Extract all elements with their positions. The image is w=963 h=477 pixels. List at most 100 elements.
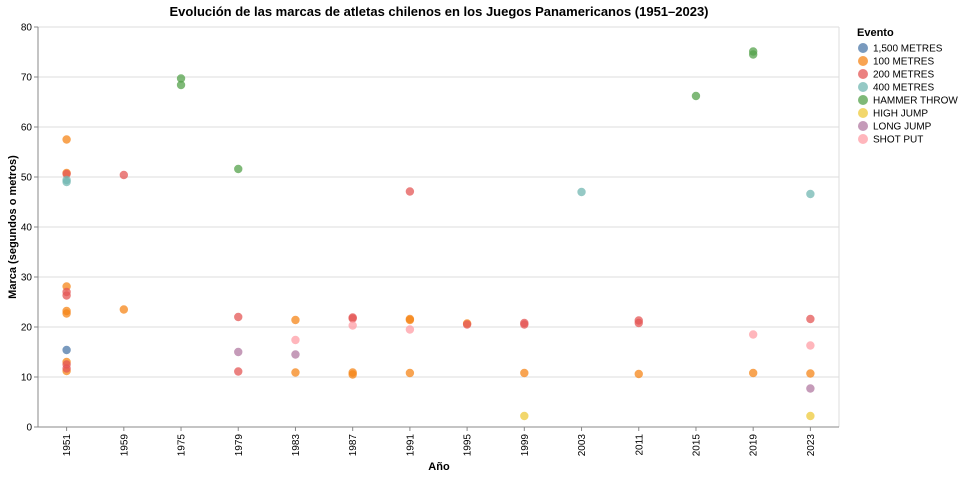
- data-point: [748, 330, 758, 339]
- chart-title: Evolución de las marcas de atletas chile…: [169, 4, 708, 19]
- x-tick-label: 2023: [806, 434, 817, 457]
- data-point: [462, 320, 472, 329]
- x-tick-label: 1983: [291, 434, 302, 457]
- y-axis-title: Marca (segundos o metros): [7, 155, 19, 299]
- series-long-jump: [234, 347, 815, 393]
- x-tick-label: 1975: [177, 434, 188, 457]
- x-tick-label: 1995: [463, 434, 474, 457]
- data-point: [405, 187, 415, 196]
- data-point: [405, 325, 415, 334]
- data-point: [634, 369, 643, 379]
- y-tick-label: 40: [21, 223, 33, 234]
- data-point: [405, 368, 415, 378]
- legend-swatch: [858, 121, 868, 131]
- x-tick-label: 2015: [691, 434, 702, 457]
- data-point: [634, 318, 643, 328]
- data-point: [806, 384, 815, 393]
- data-point: [234, 164, 243, 174]
- x-tick-label: 1959: [119, 434, 130, 457]
- data-point: [748, 368, 758, 378]
- legend-swatch: [858, 108, 868, 118]
- y-tick-label: 20: [21, 323, 33, 334]
- legend-swatch: [858, 95, 868, 105]
- data-point: [348, 321, 357, 330]
- legend-label: 400 METRES: [873, 83, 934, 94]
- legend-item: LONG JUMP: [858, 121, 932, 133]
- data-point: [291, 315, 300, 325]
- data-points: [62, 47, 815, 421]
- x-tick-label: 1979: [234, 434, 245, 457]
- series-400-metres: [62, 175, 815, 199]
- data-point: [806, 341, 815, 350]
- data-point: [234, 312, 243, 322]
- data-point: [520, 368, 529, 378]
- x-tick-label: 2011: [634, 434, 645, 456]
- series-high-jump: [520, 411, 815, 421]
- legend-item: HIGH JUMP: [858, 108, 928, 120]
- legend-label: 100 METRES: [873, 57, 934, 68]
- data-point: [748, 50, 758, 59]
- series-hammer-throw: [176, 47, 758, 174]
- legend-title: Evento: [857, 27, 894, 39]
- x-tick-label: 1991: [405, 434, 416, 457]
- y-tick-label: 0: [26, 423, 32, 434]
- y-tick-label: 30: [21, 273, 33, 284]
- x-tick-label: 1951: [62, 434, 73, 457]
- data-point: [520, 411, 529, 421]
- data-point: [348, 314, 357, 323]
- data-point: [234, 347, 243, 357]
- legend-label: LONG JUMP: [873, 122, 932, 133]
- data-point: [520, 320, 529, 329]
- y-tick-label: 60: [21, 123, 33, 134]
- legend-label: 1,500 METRES: [873, 44, 943, 55]
- legend-item: 400 METRES: [858, 82, 934, 94]
- data-point: [806, 411, 815, 421]
- legend-label: 200 METRES: [873, 70, 934, 81]
- data-point: [291, 335, 300, 345]
- data-point: [577, 187, 586, 197]
- x-tick-label: 2019: [749, 434, 760, 457]
- legend-label: HIGH JUMP: [873, 109, 928, 120]
- axes: 0 10 20 30 40 50 60 70 80 1951 1959 1975 1979 1983 198…: [21, 23, 839, 457]
- legend-item: 1,500 METRES: [858, 43, 943, 55]
- data-point: [62, 364, 71, 373]
- legend-item: HAMMER THROW: [858, 95, 958, 107]
- legend-item: 100 METRES: [858, 56, 934, 68]
- legend-swatch: [858, 43, 868, 53]
- series-shot-put: [291, 321, 815, 350]
- legend-swatch: [858, 56, 868, 66]
- legend-swatch: [858, 82, 868, 92]
- data-point: [62, 177, 71, 187]
- data-point: [62, 345, 71, 355]
- y-tick-label: 80: [21, 23, 33, 34]
- data-point: [62, 291, 71, 300]
- data-point: [806, 189, 815, 199]
- x-tick-label: 1999: [520, 434, 531, 457]
- data-point: [291, 350, 300, 359]
- data-point: [348, 370, 357, 379]
- legend-item: SHOT PUT: [858, 134, 923, 146]
- y-tick-label: 10: [21, 373, 33, 384]
- legend-swatch: [858, 69, 868, 79]
- data-point: [691, 91, 701, 101]
- y-tick-label: 50: [21, 173, 33, 184]
- data-point: [806, 314, 815, 324]
- data-point: [62, 169, 71, 179]
- legend: Evento 1,500 METRES 100 METRES 200 METRES 4…: [857, 27, 958, 146]
- data-point: [62, 309, 71, 318]
- gridlines: [38, 26, 840, 428]
- data-point: [119, 170, 129, 180]
- legend-items: 1,500 METRES 100 METRES 200 METRES 400 METR…: [858, 43, 958, 146]
- x-tick-label: 2003: [577, 434, 588, 457]
- legend-label: HAMMER THROW: [873, 96, 958, 107]
- data-point: [405, 315, 415, 325]
- x-axis-title: Año: [428, 461, 450, 473]
- data-point: [234, 367, 243, 376]
- series-200-metres: [62, 169, 815, 376]
- data-point: [176, 80, 186, 90]
- data-point: [119, 305, 129, 314]
- legend-item: 200 METRES: [858, 69, 934, 81]
- data-point: [176, 74, 186, 83]
- x-tick-label: 1987: [348, 434, 359, 457]
